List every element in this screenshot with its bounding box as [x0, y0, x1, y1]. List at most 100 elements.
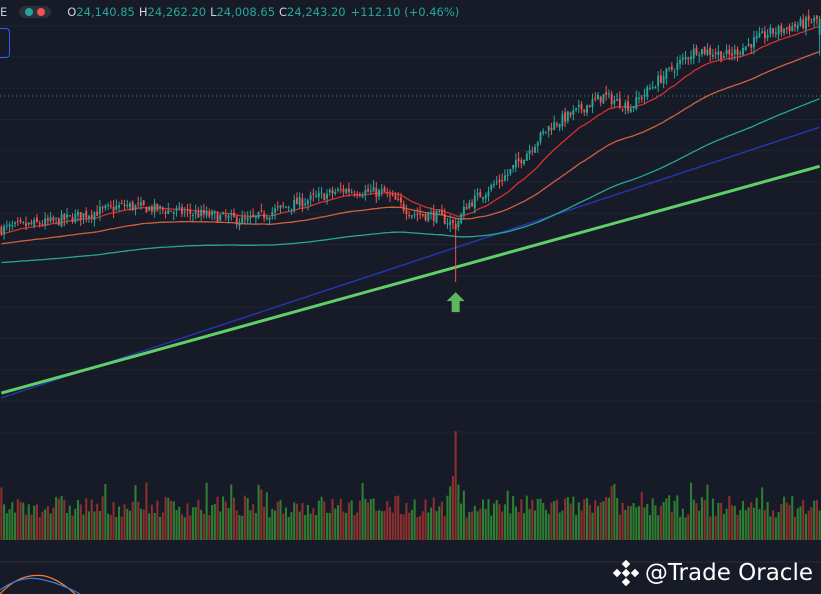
candle-body	[60, 214, 63, 227]
settings-icon[interactable]	[37, 8, 46, 16]
volume-bar	[249, 510, 252, 540]
volume-bar	[654, 505, 657, 540]
candle-body	[323, 193, 326, 201]
volume-bar	[241, 515, 244, 540]
ema-20-line	[1, 25, 820, 236]
volume-bar	[224, 501, 227, 540]
volume-bar	[183, 517, 186, 540]
volume-bar	[38, 517, 41, 540]
candle-body	[471, 202, 474, 207]
candle-body	[164, 211, 167, 214]
volume-bar	[339, 498, 342, 540]
volume-bar	[139, 508, 142, 540]
candle-body	[752, 37, 755, 48]
volume-bar	[793, 516, 797, 540]
candle-body	[271, 212, 274, 217]
volume-bar	[323, 501, 326, 540]
candle-body	[276, 206, 279, 208]
volume-bar	[142, 509, 145, 540]
volume-bar	[566, 497, 569, 540]
volume-bar	[295, 503, 298, 540]
legend-toggle[interactable]	[19, 6, 52, 18]
candle-body	[249, 216, 252, 219]
candle-body	[202, 210, 205, 215]
volume-bar	[689, 482, 693, 540]
volume-bar	[799, 506, 802, 540]
volume-bar	[391, 512, 394, 540]
candle-body	[96, 211, 99, 216]
candle-body	[252, 214, 255, 217]
candle-body	[813, 17, 816, 22]
volume-bar	[711, 498, 714, 540]
candle-body	[126, 205, 129, 207]
candle-body	[230, 213, 233, 216]
volume-bar	[386, 501, 389, 540]
volume-bar	[388, 506, 392, 540]
volume-bar	[646, 503, 649, 540]
candle-body	[501, 179, 504, 182]
candle-body	[542, 131, 545, 134]
volume-bar	[624, 509, 627, 540]
volume-bar	[514, 506, 517, 540]
candle-body	[82, 213, 85, 218]
volume-bar	[257, 484, 260, 540]
side-panel-button[interactable]	[0, 28, 10, 58]
volume-bar	[268, 517, 271, 540]
visibility-icon[interactable]	[25, 8, 34, 16]
volume-bar	[520, 499, 523, 540]
candle-body	[339, 188, 342, 190]
volume-bar	[635, 507, 638, 540]
volume-bar	[432, 497, 435, 540]
volume-bar	[123, 504, 126, 540]
volume-bar	[191, 507, 194, 540]
volume-bar	[424, 499, 427, 540]
volume-bar	[468, 512, 471, 540]
high-value: 24,262.20	[147, 5, 207, 19]
volume-bar	[741, 500, 745, 540]
volume-bar	[662, 501, 665, 540]
candle-body	[668, 67, 671, 69]
volume-bar	[796, 508, 799, 540]
candle-body	[769, 27, 772, 35]
volume-bar	[670, 511, 673, 540]
diamond-logo-icon	[612, 560, 639, 586]
ema-50-line	[1, 50, 820, 245]
candle-body	[818, 18, 821, 35]
candle-body	[525, 153, 528, 161]
volume-bar	[3, 504, 6, 540]
candle-body	[107, 204, 110, 206]
volume-bar	[594, 500, 597, 540]
volume-bar	[115, 517, 118, 540]
volume-bar	[301, 502, 304, 540]
candle-body	[517, 158, 520, 162]
volume-bar	[85, 498, 88, 540]
candle-body	[457, 221, 460, 228]
open-value: 24,140.85	[76, 5, 135, 19]
volume-bar	[260, 489, 263, 540]
candle-body	[465, 206, 468, 210]
candle-body	[74, 214, 77, 223]
candle-body	[129, 203, 131, 208]
volume-bar	[101, 496, 104, 540]
candle-body	[66, 214, 69, 218]
candle-body	[804, 17, 807, 30]
volume-bar	[791, 496, 794, 540]
volume-bar	[429, 507, 433, 540]
candle-body	[750, 44, 753, 48]
low-value: 24,008.65	[216, 5, 276, 19]
candle-body	[402, 203, 405, 211]
candle-body	[815, 15, 818, 19]
volume-bar	[769, 516, 772, 540]
candle-body	[295, 197, 298, 205]
volume-bar	[336, 505, 340, 540]
candle-body	[575, 107, 578, 110]
volume-bar	[575, 515, 578, 540]
candle-body	[493, 184, 495, 186]
volume-bar	[252, 504, 255, 540]
candle-body	[71, 217, 74, 222]
volume-bar	[358, 500, 361, 540]
volume-bar	[648, 515, 651, 540]
candle-body	[378, 190, 380, 197]
candle-body	[205, 211, 208, 216]
